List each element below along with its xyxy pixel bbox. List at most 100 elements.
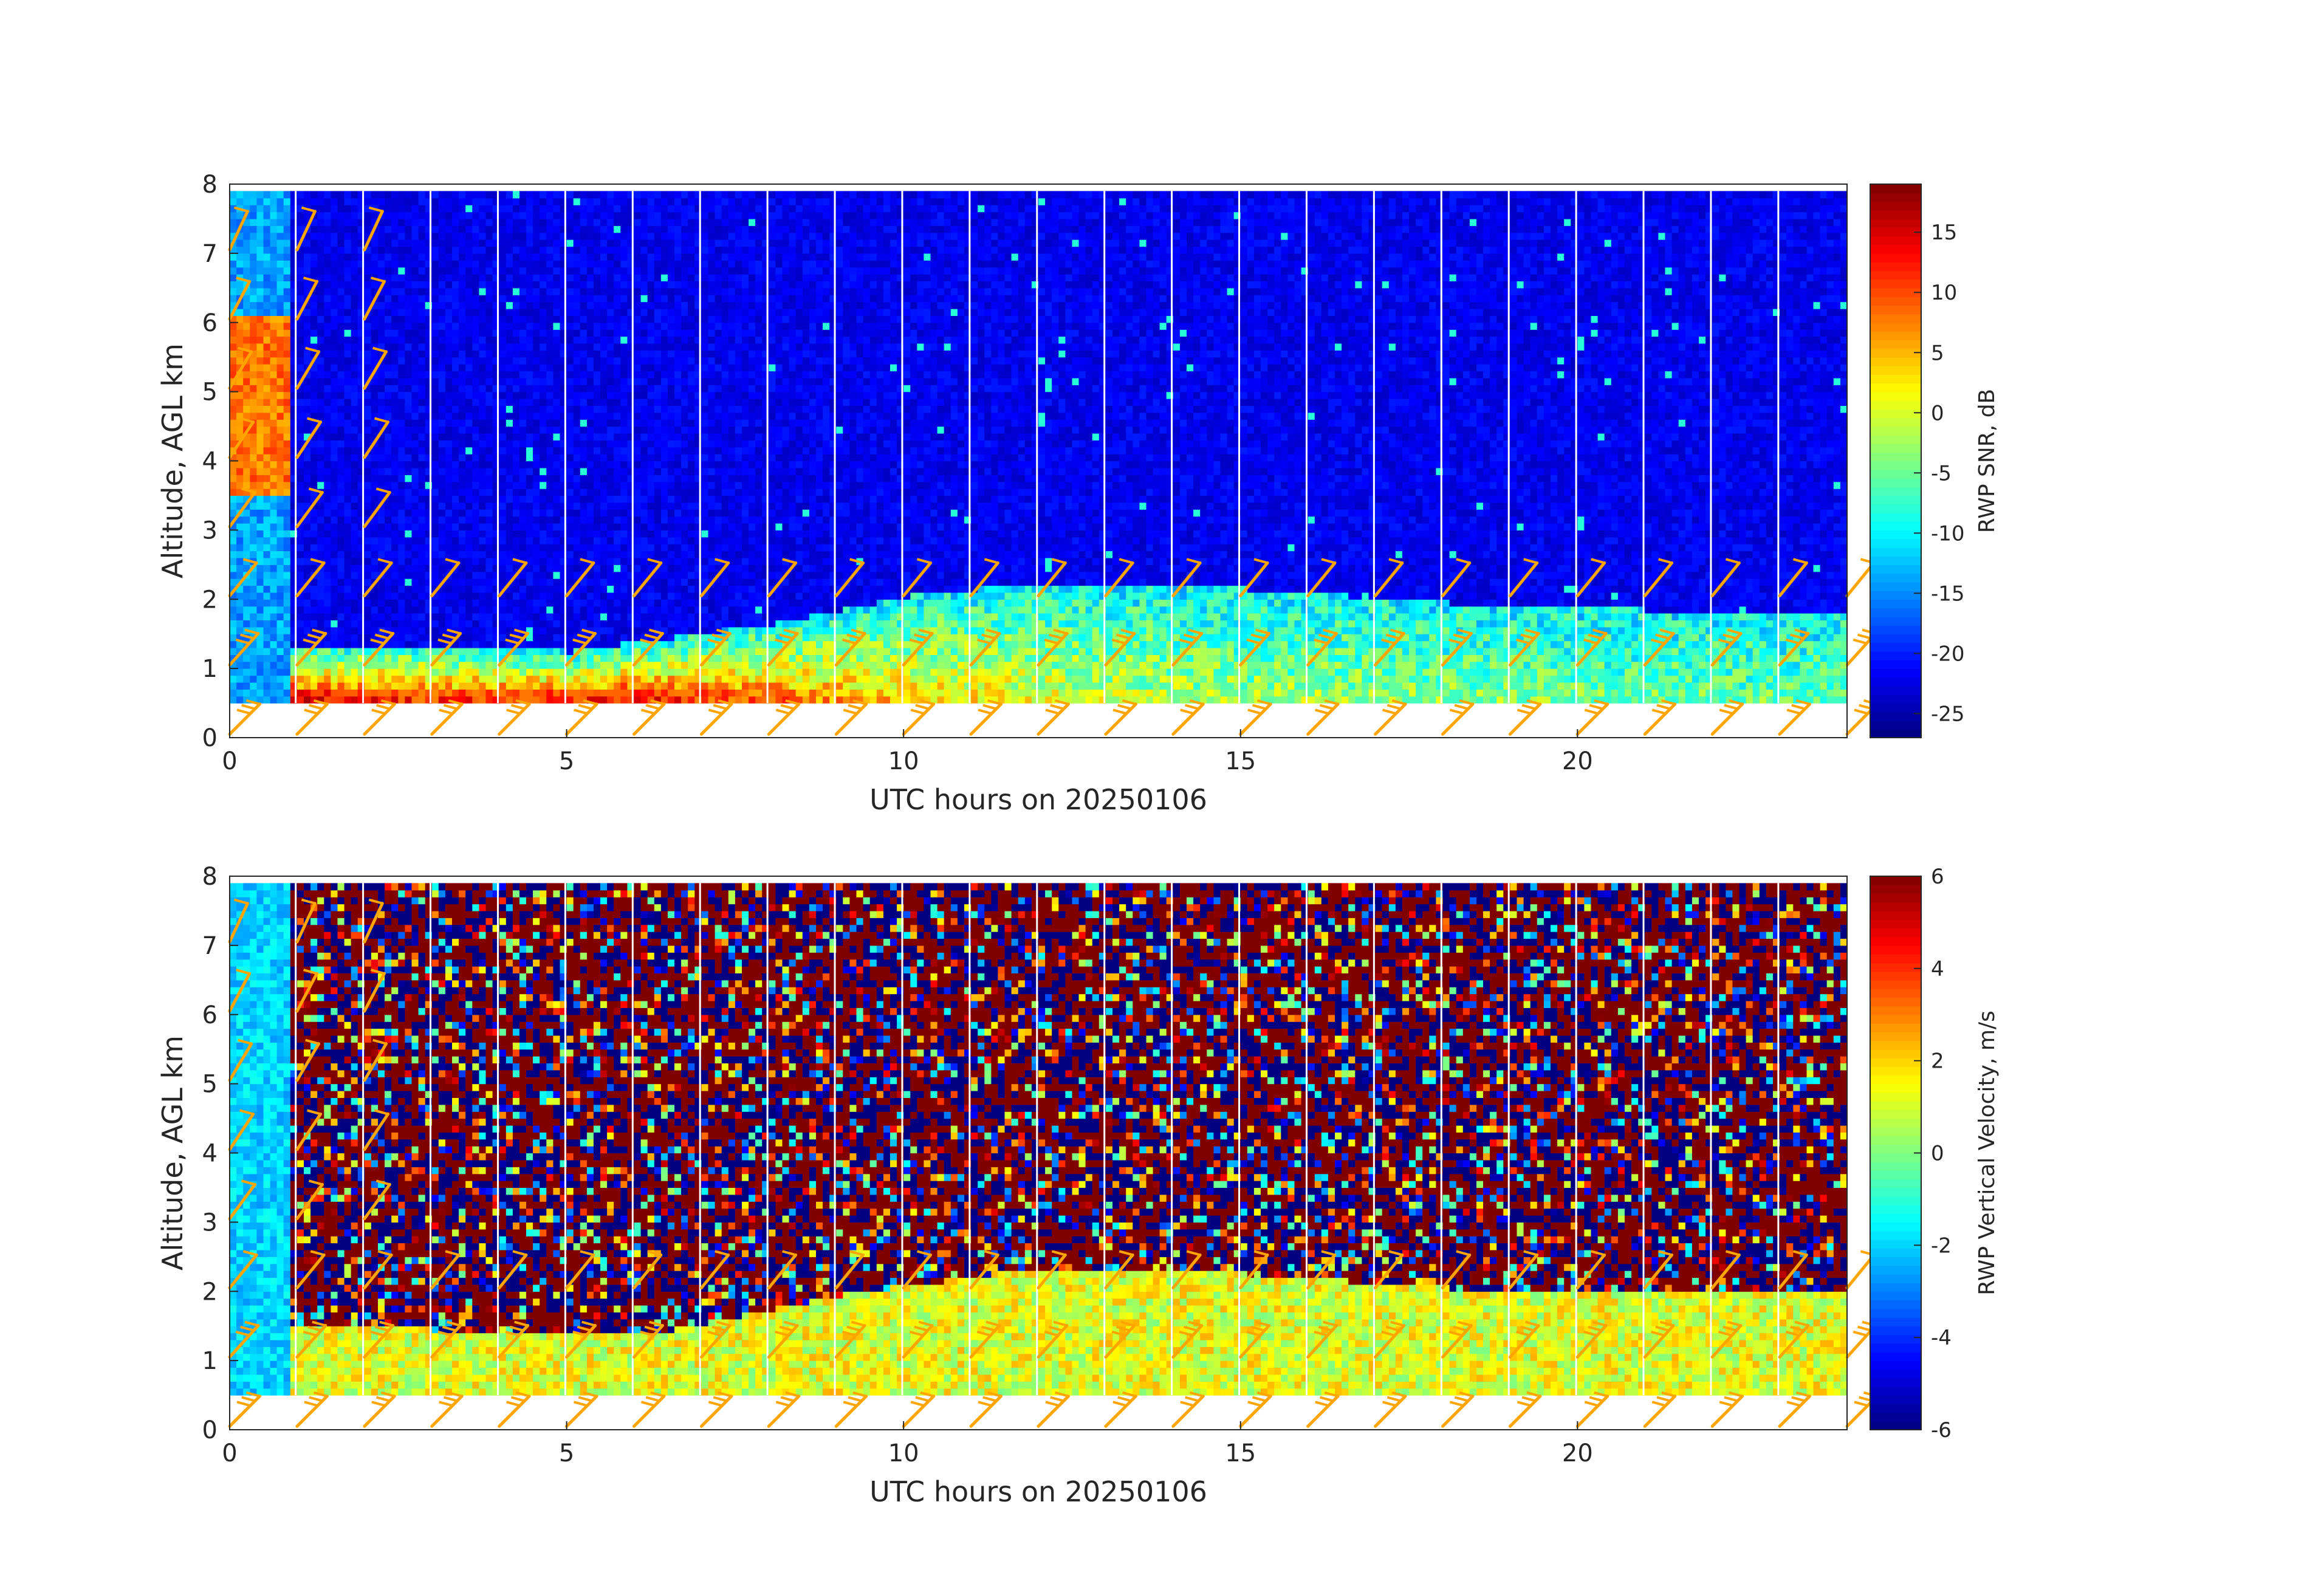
heat-cell <box>486 205 493 212</box>
heat-cell <box>230 357 237 365</box>
heat-cell <box>264 516 271 524</box>
heat-cell <box>331 247 338 254</box>
heat-cell <box>614 641 621 648</box>
heat-cell <box>479 516 486 524</box>
heat-cell <box>432 572 439 579</box>
heat-cell <box>412 329 419 337</box>
heat-cell <box>284 198 291 205</box>
heat-cell <box>391 350 399 357</box>
heat-cell <box>486 413 493 420</box>
heat-cell <box>567 205 574 212</box>
heat-cell <box>661 530 668 537</box>
heat-cell <box>398 413 405 420</box>
heat-cell <box>331 572 338 579</box>
heat-cell <box>250 599 257 606</box>
heat-cell <box>499 447 507 454</box>
heat-cell <box>264 309 271 316</box>
heat-cell <box>600 357 608 365</box>
heat-cell <box>264 495 271 503</box>
heat-cell <box>405 427 412 434</box>
heat-cell <box>256 613 264 620</box>
heat-cell <box>236 427 244 434</box>
heat-cell <box>344 468 352 475</box>
heat-cell <box>412 537 419 544</box>
heat-cell <box>439 233 446 240</box>
heat-cell <box>540 599 547 606</box>
heat-cell <box>419 586 426 593</box>
heat-cell <box>277 385 284 392</box>
heat-cell <box>620 676 628 683</box>
heat-cell <box>405 309 412 316</box>
heat-cell <box>574 551 581 558</box>
heat-cell <box>270 558 278 565</box>
heat-cell <box>472 247 479 254</box>
heat-cell <box>654 302 662 309</box>
heat-cell <box>243 315 250 323</box>
heat-cell <box>317 274 324 281</box>
heat-cell <box>513 343 520 351</box>
heat-cell <box>553 323 560 330</box>
heat-cell <box>250 329 257 337</box>
heat-cell <box>580 516 588 524</box>
heat-cell <box>607 350 614 357</box>
heat-cell <box>432 620 439 627</box>
heat-cell <box>654 516 662 524</box>
heat-cell <box>310 509 318 516</box>
heat-cell <box>439 350 446 357</box>
heat-cell <box>472 413 479 420</box>
heat-cell <box>310 523 318 530</box>
heat-cell <box>378 392 385 399</box>
heat-cell <box>284 578 291 586</box>
heat-cell <box>264 564 271 572</box>
heat-cell <box>371 315 379 323</box>
heat-cell <box>351 405 358 413</box>
heat-cell <box>620 413 628 420</box>
heat-cell <box>648 530 655 537</box>
heat-cell <box>661 191 668 198</box>
heat-cell <box>506 482 513 489</box>
heat-cell <box>452 399 459 406</box>
heat-cell <box>236 537 244 544</box>
heat-cell <box>540 399 547 406</box>
heat-cell <box>574 205 581 212</box>
heat-cell <box>277 288 284 295</box>
heat-cell <box>620 212 628 219</box>
heat-cell <box>600 233 608 240</box>
heat-cell <box>419 592 426 600</box>
heat-cell <box>324 302 331 309</box>
heat-cell <box>297 599 304 606</box>
heat-cell <box>533 516 540 524</box>
heat-cell <box>648 427 655 434</box>
heat-cell <box>533 350 540 357</box>
heat-cell <box>465 419 473 427</box>
heat-cell <box>270 586 278 593</box>
heat-cell <box>594 295 601 302</box>
heat-cell <box>277 191 284 198</box>
heat-cell <box>614 509 621 516</box>
heat-cell <box>594 309 601 316</box>
heat-cell <box>567 627 574 634</box>
heat-cell <box>236 627 244 634</box>
heat-cell <box>412 627 419 634</box>
heat-cell <box>661 419 668 427</box>
heat-cell <box>317 689 324 696</box>
heat-cell <box>412 454 419 461</box>
heat-cell <box>479 392 486 399</box>
heat-cell <box>465 288 473 295</box>
heat-cell <box>465 350 473 357</box>
heat-cell <box>277 212 284 219</box>
heat-cell <box>574 274 581 281</box>
heat-cell <box>594 592 601 600</box>
heat-cell <box>385 260 392 267</box>
heat-cell <box>574 253 581 261</box>
heat-cell <box>472 219 479 226</box>
heat-cell <box>479 371 486 379</box>
heat-cell <box>432 489 439 496</box>
heat-cell <box>331 689 338 696</box>
heat-cell <box>277 405 284 413</box>
heat-cell <box>648 523 655 530</box>
heat-cell <box>607 620 614 627</box>
heat-cell <box>284 385 291 392</box>
heat-cell <box>620 295 628 302</box>
heat-cell <box>432 205 439 212</box>
